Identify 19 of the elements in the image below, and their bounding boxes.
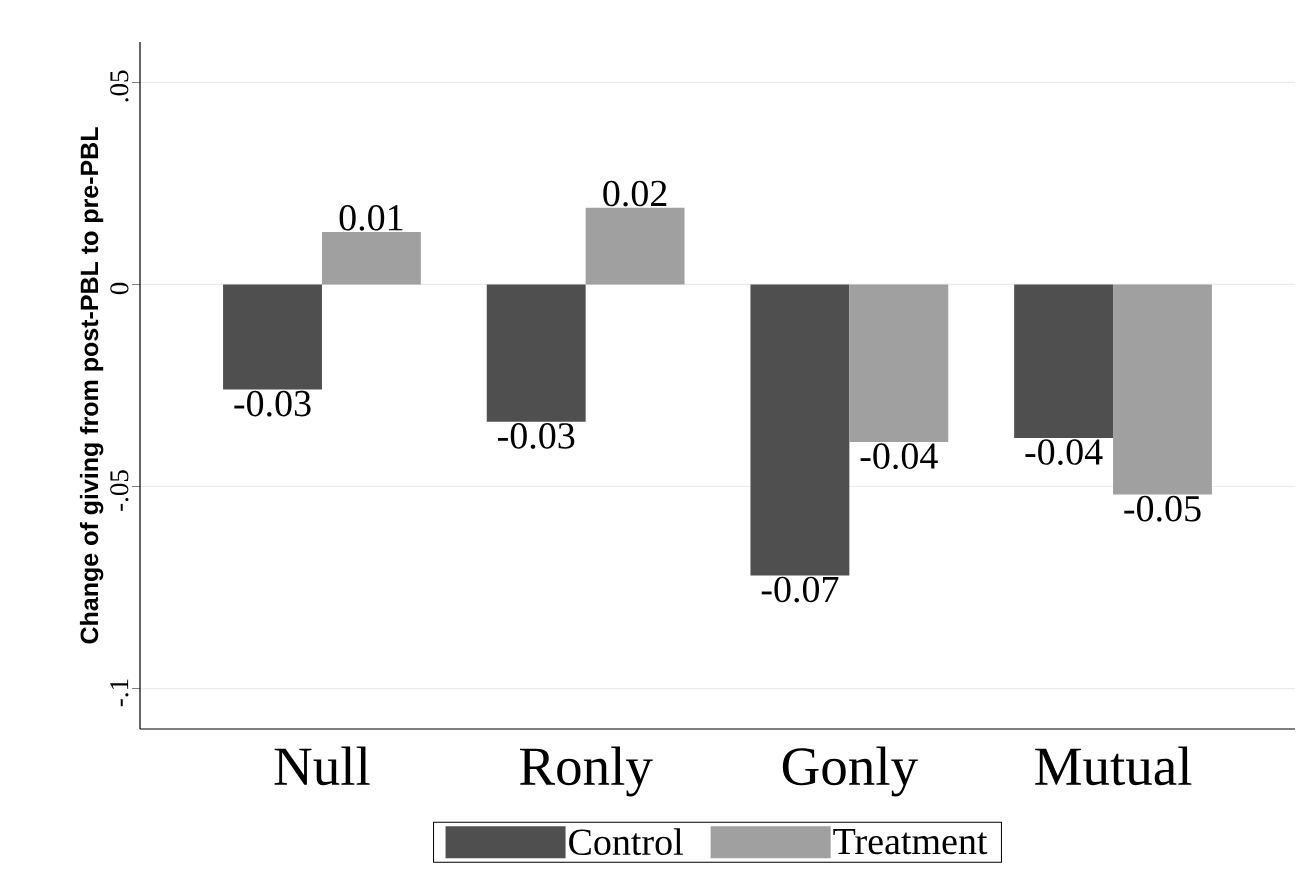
x-tick-label: Mutual <box>1035 746 1192 786</box>
x-tick-label: Null <box>274 746 370 786</box>
data-label: -0.04 <box>1025 439 1103 466</box>
y-tick-label: -.05 <box>110 470 129 511</box>
data-label: -0.03 <box>234 390 311 417</box>
y-tick-label: -.1 <box>110 679 129 707</box>
y-tick-label: 0 <box>110 282 129 295</box>
data-label: -0.05 <box>1124 495 1201 522</box>
y-axis-title: Change of giving from post-PBL to pre-PBL <box>79 127 104 644</box>
data-label: 0.01 <box>339 204 403 231</box>
data-label: -0.04 <box>860 443 938 470</box>
y-tick-label: .05 <box>110 70 129 102</box>
x-tick-label: Gonly <box>782 746 918 797</box>
data-label: 0.02 <box>603 180 667 207</box>
x-tick-label: Ronly <box>520 746 653 797</box>
data-label: -0.03 <box>498 423 575 449</box>
legend-label: Treatment <box>833 829 988 855</box>
data-label: -0.07 <box>761 576 839 603</box>
legend-label: Control <box>569 828 683 856</box>
